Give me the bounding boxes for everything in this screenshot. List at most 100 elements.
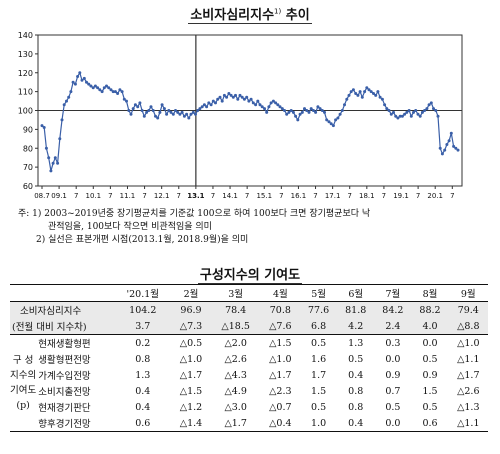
- data-point: [238, 93, 242, 97]
- data-point: [423, 109, 427, 112]
- cell-value: △1.1: [457, 417, 480, 429]
- month-header: 9월: [448, 284, 488, 302]
- cell-value: 0.4: [135, 385, 151, 397]
- data-point: [267, 105, 271, 109]
- total-value: 88.2: [411, 301, 449, 318]
- data-point: [351, 88, 355, 92]
- cell-value: 0.4: [348, 369, 364, 381]
- total-row: 소비자심리지수 104.2 96.9 78.4 70.8 77.6 81.8 8…: [10, 301, 488, 318]
- data-point: [374, 93, 378, 97]
- cell-value: △4.9: [224, 385, 247, 397]
- month-header: 8월: [411, 284, 449, 302]
- cell-value: △1.3: [457, 401, 480, 413]
- x-tick-label: 7: [279, 192, 283, 200]
- x-tick-label: 14.1: [222, 192, 238, 200]
- x-tick-label: 08.7: [34, 192, 50, 200]
- data-point: [251, 101, 255, 105]
- data-point: [327, 120, 331, 124]
- data-point: [60, 118, 64, 122]
- cell-value: △1.0: [269, 353, 292, 365]
- data-point: [185, 112, 189, 116]
- x-tick-label: 7: [108, 192, 112, 200]
- data-point: [65, 99, 68, 103]
- x-tick-label: 19.1: [393, 192, 409, 200]
- data-point: [162, 107, 166, 111]
- data-point: [320, 109, 324, 112]
- data-point: [165, 112, 169, 116]
- change-label: (전월 대비 지수차): [10, 318, 115, 335]
- data-point: [378, 95, 382, 99]
- data-point: [300, 110, 304, 114]
- total-label: 소비자심리지수: [10, 301, 115, 318]
- data-point: [140, 109, 144, 112]
- group-label-line: 지수의: [10, 370, 37, 381]
- x-tick-label: 7: [142, 192, 146, 200]
- data-point: [403, 112, 407, 116]
- cell-value: 0.0: [422, 337, 438, 349]
- cell-value: 0.3: [385, 337, 401, 349]
- y-tick-label: 80: [23, 144, 33, 153]
- data-point: [91, 86, 95, 90]
- row-label: 가계수입전망: [38, 371, 91, 382]
- change-value: 4.2: [337, 318, 375, 335]
- data-point: [245, 95, 249, 99]
- data-point: [56, 161, 60, 165]
- cell-value: 0.6: [135, 417, 151, 429]
- total-value: 78.4: [210, 301, 261, 318]
- table-row: 생활형편전망 0.8 △1.0 △2.6 △1.0 1.6 0.5 0.0 0.5 △1.1: [10, 351, 488, 367]
- total-value: 70.8: [260, 301, 301, 318]
- row-label: 향후경기전망: [38, 419, 91, 430]
- data-point: [443, 148, 447, 152]
- cell-value: 0.9: [385, 369, 401, 381]
- cell-value: △1.0: [457, 337, 480, 349]
- cell-value: 0.4: [348, 417, 364, 429]
- data-point: [158, 110, 162, 114]
- data-point: [303, 107, 306, 111]
- data-point: [454, 146, 458, 150]
- data-point: [125, 99, 128, 103]
- data-point: [360, 95, 364, 99]
- change-value: 2.4: [374, 318, 412, 335]
- y-tick-label: 100: [18, 107, 33, 116]
- data-point: [456, 148, 460, 152]
- data-point: [131, 107, 135, 111]
- data-point: [449, 131, 453, 135]
- y-tick-label: 60: [23, 182, 33, 191]
- x-tick-label: 7: [313, 192, 317, 200]
- group-label-line: 기여도: [10, 385, 37, 396]
- data-point: [309, 107, 313, 111]
- y-tick-label: 110: [18, 88, 33, 97]
- group-label: 구 성 지수의 기여도 (p): [10, 335, 36, 432]
- data-point: [69, 90, 73, 94]
- contribution-table: '20.1월 2월 3월 4월 5월 6월 7월 8월 9월 소비자심리지수 1…: [10, 284, 488, 432]
- note-1-cont: 관적임을, 100보다 작으면 비관적임을 의미: [48, 222, 212, 232]
- cell-value: △0.5: [179, 337, 203, 349]
- data-point: [156, 116, 160, 120]
- y-tick-label: 120: [18, 69, 33, 78]
- cell-value: 0.6: [422, 417, 438, 429]
- data-point: [400, 114, 404, 118]
- data-point: [269, 101, 273, 105]
- data-point: [356, 93, 360, 97]
- cell-value: 0.5: [422, 353, 438, 365]
- y-tick-label: 70: [23, 163, 33, 172]
- data-point: [369, 90, 373, 94]
- data-point: [93, 84, 97, 88]
- data-point: [294, 114, 298, 118]
- x-tick-label: 18.1: [359, 192, 375, 200]
- change-value: 3.7: [114, 318, 172, 335]
- data-point: [325, 118, 329, 122]
- x-tick-label: 7: [74, 192, 78, 200]
- data-point: [305, 109, 309, 112]
- change-value: △7.3: [171, 318, 211, 335]
- table-title: 구성지수의 기여도: [197, 268, 303, 284]
- data-point: [87, 82, 91, 86]
- data-point: [154, 114, 157, 118]
- data-point: [160, 103, 164, 107]
- data-point: [358, 90, 362, 94]
- x-tick-label: 7: [416, 192, 420, 200]
- data-point: [254, 103, 258, 107]
- chart-notes: 주: 1) 2003~2019년중 장기평균치를 기준값 100으로 하여 10…: [18, 208, 370, 247]
- data-point: [78, 71, 82, 75]
- data-point: [169, 110, 173, 114]
